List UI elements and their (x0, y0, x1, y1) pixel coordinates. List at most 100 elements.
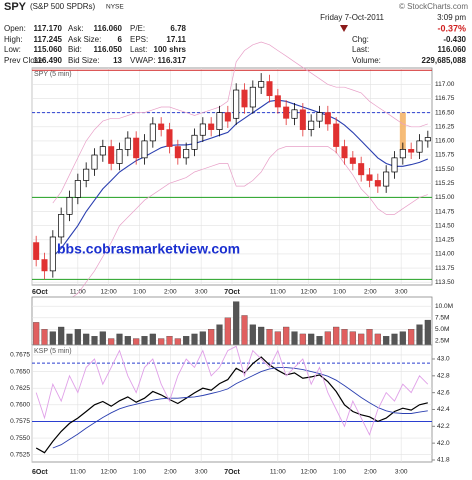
volume-bar (124, 336, 131, 346)
quote-label: Prev Close: (4, 56, 45, 65)
candle-body (224, 112, 231, 122)
quote-label: Ask Size: (68, 35, 101, 44)
volume-bar (408, 329, 415, 346)
quote-label: P/E: (130, 24, 145, 33)
quote-value: 115.060 (34, 45, 63, 54)
x-tick-label: 6Oct (32, 469, 48, 476)
volume-bar (366, 329, 373, 346)
candle-body (149, 123, 156, 142)
volume-bar (333, 326, 340, 346)
quote-label: Last: (130, 45, 147, 54)
y-tick-label: 114.00 (435, 251, 455, 258)
candle-body (408, 149, 415, 153)
candle-body (383, 171, 390, 187)
x-tick-label: 11:00 (270, 469, 286, 476)
panel-title: SPY (5 min) (34, 71, 72, 78)
change-pct: -0.37% (437, 23, 466, 33)
x-tick-label: 7Oct (224, 469, 240, 476)
x-tick-label: 12:00 (101, 469, 118, 476)
symbol-name: (S&P 500 SPDRs) (30, 2, 96, 11)
volume-bar (358, 333, 365, 346)
candle-body (358, 163, 365, 176)
quote-value: 6.78 (170, 24, 186, 33)
candle-body (308, 120, 315, 130)
candle-body (333, 123, 340, 147)
x-tick-label: 2:00 (364, 289, 377, 296)
candle-body (74, 180, 81, 198)
x-tick-label: 2:00 (164, 469, 177, 476)
candle-body (258, 81, 265, 88)
volume-bar (199, 331, 206, 346)
volume-bar (99, 331, 106, 346)
volume-bar (158, 338, 165, 346)
candle-body (41, 259, 48, 272)
volume-bar (283, 326, 290, 346)
volume-bar (58, 326, 65, 346)
volume-bar (133, 338, 140, 346)
candle-body (324, 112, 331, 125)
x-tick-label: 3:00 (395, 289, 408, 296)
candle-body (266, 81, 273, 97)
volume-bar (41, 329, 48, 346)
volume-bar (233, 301, 240, 346)
candle-body (141, 140, 148, 159)
volume-bar (391, 333, 398, 346)
y-tick-label: 113.75 (435, 265, 455, 272)
x-tick-label: 3:00 (195, 289, 208, 296)
volume-bar (399, 331, 406, 346)
y-tick-label: 0.7600 (10, 402, 30, 409)
overlay-line (52, 41, 428, 204)
symbol: SPY (4, 1, 27, 13)
quote-label: Last: (352, 45, 369, 54)
volume-bar (174, 338, 181, 346)
y-tick-label: 0.7550 (10, 435, 30, 442)
volume-bar (83, 333, 90, 346)
volume-bar (108, 338, 115, 346)
y-tick-label: 5.0M (435, 326, 449, 333)
y-tick-label: 0.7575 (10, 418, 30, 425)
candle-body (158, 123, 165, 130)
volume-bar (49, 331, 56, 346)
y2-tick-label: 42.0 (437, 440, 450, 447)
candle-body (133, 137, 140, 159)
quote-label: Bid Size: (68, 56, 100, 65)
quote-value: 116.060 (438, 45, 467, 54)
y2-tick-label: 43.0 (437, 356, 450, 363)
candle-body (99, 146, 106, 156)
volume-bar (308, 333, 315, 346)
x-tick-label: 7Oct (224, 289, 240, 296)
y-tick-label: 116.00 (435, 138, 455, 145)
x-tick-label: 11:00 (70, 469, 86, 476)
x-tick-label: 12:00 (301, 469, 318, 476)
volume-bar (258, 326, 265, 346)
volume-bar (149, 333, 156, 346)
y-tick-label: 113.50 (435, 279, 455, 286)
y-tick-label: 2.5M (435, 338, 449, 345)
volume-bar (91, 336, 98, 346)
x-tick-label: 2:00 (364, 469, 377, 476)
quote-label: VWAP: (130, 56, 155, 65)
candle-body (366, 174, 373, 181)
volume-bar (291, 331, 298, 346)
quote-value: 116.050 (94, 45, 123, 54)
volume-bar (116, 333, 123, 346)
overlay-line (52, 99, 429, 258)
panel-title: KSP (5 min) (34, 348, 72, 355)
volume-bar (349, 331, 356, 346)
candle-body (166, 129, 173, 147)
y-tick-label: 7.5M (435, 314, 449, 321)
candle-body (49, 236, 56, 272)
candle-body (216, 112, 223, 130)
series-line (35, 345, 429, 436)
x-tick-label: 11:00 (70, 289, 86, 296)
candle-body (108, 146, 115, 164)
x-tick-label: 1:00 (333, 469, 346, 476)
candle-body (341, 146, 348, 159)
y-tick-label: 117.00 (435, 81, 455, 88)
volume-bar (74, 329, 81, 346)
volume-bar (224, 317, 231, 346)
quote-label: Ask: (68, 24, 84, 33)
exchange: NYSE (106, 4, 124, 11)
x-tick-label: 1:00 (133, 289, 146, 296)
